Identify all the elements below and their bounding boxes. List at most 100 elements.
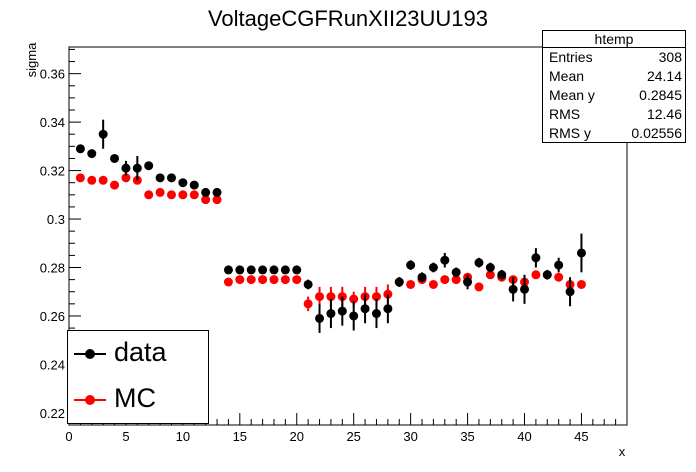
data-point bbox=[485, 263, 495, 272]
mc-point bbox=[349, 294, 359, 304]
stats-value: 308 bbox=[658, 49, 682, 65]
mc-point bbox=[75, 173, 85, 183]
data-point bbox=[542, 270, 552, 280]
mc-point bbox=[201, 195, 211, 205]
stats-label: Mean bbox=[549, 68, 585, 84]
mc-point bbox=[531, 270, 541, 280]
mc-point bbox=[98, 175, 108, 185]
data-point bbox=[406, 260, 416, 270]
data-point bbox=[520, 284, 530, 294]
data-point bbox=[315, 313, 325, 323]
legend-label: MC bbox=[114, 383, 156, 413]
mc-point bbox=[258, 275, 268, 285]
data-point bbox=[223, 265, 233, 275]
legend-marker bbox=[85, 395, 95, 405]
stats-title: htemp bbox=[543, 31, 685, 48]
mc-point bbox=[554, 272, 564, 282]
data-point bbox=[269, 265, 279, 275]
data-point bbox=[451, 267, 461, 277]
legend-entry-mc: MC bbox=[68, 379, 208, 419]
x-tick-label: 25 bbox=[346, 429, 360, 444]
data-point bbox=[371, 309, 381, 319]
data-point bbox=[235, 265, 245, 275]
mc-point bbox=[280, 275, 290, 285]
legend: data MC bbox=[67, 330, 209, 424]
data-point bbox=[280, 265, 290, 275]
x-tick-label: 10 bbox=[176, 429, 190, 444]
data-point bbox=[428, 263, 438, 272]
stats-label: Mean y bbox=[549, 87, 595, 103]
data-point bbox=[349, 311, 359, 321]
mc-point bbox=[292, 275, 302, 285]
x-tick-label: 40 bbox=[517, 429, 531, 444]
data-point bbox=[144, 161, 154, 171]
data-point bbox=[246, 265, 256, 275]
mc-point bbox=[451, 275, 461, 285]
mc-point bbox=[144, 190, 154, 200]
mc-point bbox=[406, 279, 416, 289]
mc-point bbox=[87, 175, 97, 185]
data-point bbox=[155, 173, 165, 183]
mc-point bbox=[223, 277, 233, 287]
stats-value: 0.2845 bbox=[639, 87, 682, 103]
y-tick-label: 0.24 bbox=[40, 357, 65, 372]
x-tick-label: 45 bbox=[574, 429, 588, 444]
stats-box: htemp Entries 308 Mean 24.14 Mean y 0.28… bbox=[542, 30, 686, 143]
x-tick-label: 30 bbox=[403, 429, 417, 444]
y-tick-label: 0.32 bbox=[40, 164, 65, 179]
data-point bbox=[87, 149, 97, 159]
y-tick-label: 0.34 bbox=[40, 115, 65, 130]
data-point bbox=[98, 129, 108, 139]
data-point bbox=[166, 173, 176, 183]
data-point bbox=[383, 304, 393, 314]
mc-point bbox=[189, 190, 199, 200]
data-point bbox=[508, 284, 518, 294]
y-tick-label: 0.3 bbox=[47, 212, 65, 227]
stats-row-rms-y: RMS y 0.02556 bbox=[543, 124, 685, 143]
mc-point bbox=[235, 275, 245, 285]
mc-point bbox=[269, 275, 279, 285]
mc-point bbox=[110, 180, 120, 190]
mc-point bbox=[155, 187, 165, 197]
mc-point bbox=[246, 275, 256, 285]
data-point bbox=[132, 163, 142, 173]
x-tick-label: 15 bbox=[233, 429, 247, 444]
data-point bbox=[497, 270, 507, 280]
mc-point bbox=[326, 292, 336, 302]
mc-point bbox=[428, 279, 438, 289]
stats-label: RMS bbox=[549, 106, 581, 122]
data-point bbox=[292, 265, 302, 275]
data-point bbox=[121, 163, 131, 173]
chart-title: VoltageCGFRunXII23UU193 bbox=[208, 6, 488, 31]
y-axis-label: sigma bbox=[24, 42, 39, 77]
mc-point bbox=[178, 190, 188, 200]
data-point bbox=[258, 265, 268, 275]
x-tick-label: 35 bbox=[460, 429, 474, 444]
stats-value: 24.14 bbox=[646, 68, 682, 84]
mc-point bbox=[315, 292, 325, 302]
x-tick-label: 20 bbox=[290, 429, 304, 444]
y-tick-label: 0.26 bbox=[40, 309, 65, 324]
stats-row-rms: RMS 12.46 bbox=[543, 105, 685, 124]
data-point bbox=[303, 279, 313, 289]
y-tick-label: 0.28 bbox=[40, 261, 65, 276]
data-point bbox=[394, 277, 404, 287]
x-axis-label: x bbox=[619, 444, 626, 459]
y-tick-label: 0.36 bbox=[40, 67, 65, 82]
mc-point bbox=[303, 299, 313, 309]
mc-point bbox=[576, 279, 586, 289]
data-point bbox=[189, 180, 199, 190]
data-point bbox=[178, 178, 188, 188]
plot-frame bbox=[68, 46, 628, 426]
legend-label: data bbox=[114, 337, 167, 367]
mc-point bbox=[474, 282, 484, 292]
data-point bbox=[326, 309, 336, 319]
data-point bbox=[417, 272, 427, 282]
stats-row-mean-y: Mean y 0.2845 bbox=[543, 86, 685, 105]
data-point bbox=[110, 153, 120, 163]
mc-point bbox=[371, 292, 381, 302]
stats-row-mean: Mean 24.14 bbox=[543, 67, 685, 86]
stats-value: 12.46 bbox=[646, 106, 682, 122]
data-point bbox=[565, 287, 575, 297]
mc-point bbox=[212, 195, 222, 205]
